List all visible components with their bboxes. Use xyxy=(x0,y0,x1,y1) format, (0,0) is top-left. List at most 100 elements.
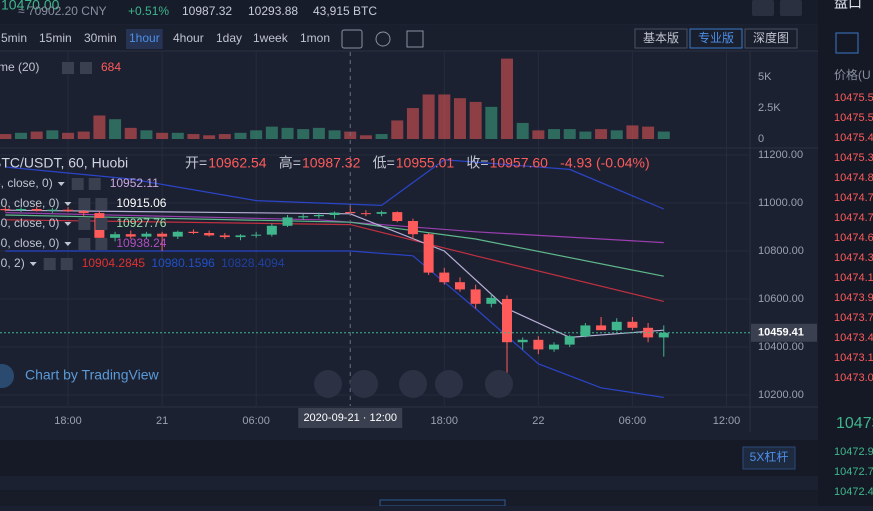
volume-bar xyxy=(579,131,592,139)
last-price-label: 10459.41 xyxy=(758,327,804,339)
dropdown-icon[interactable] xyxy=(57,182,65,186)
interval-button[interactable]: 5min xyxy=(1,31,27,45)
leverage-button[interactable] xyxy=(742,446,796,470)
last-price: 10470.00 xyxy=(1,0,60,13)
candle-body xyxy=(502,299,513,343)
legend-icon[interactable] xyxy=(60,258,73,270)
candle-body xyxy=(172,231,183,237)
ask-price: 10473.0 xyxy=(834,372,873,384)
legend-icon[interactable] xyxy=(78,218,91,230)
volume-bar xyxy=(93,115,106,139)
volume-bar xyxy=(250,130,263,139)
candle-body xyxy=(486,297,497,304)
volume-bar xyxy=(265,126,278,139)
candle-body xyxy=(580,325,591,337)
candle-body xyxy=(31,209,42,211)
candle-body xyxy=(219,235,230,238)
candle-body xyxy=(454,282,465,290)
indicator-legend: 10, close, 0) xyxy=(0,196,59,210)
candle-body xyxy=(125,234,136,237)
legend-icon[interactable] xyxy=(43,258,56,270)
watermark: Chart by TradingView xyxy=(25,367,159,383)
candle-body xyxy=(549,344,560,350)
scroll-right-button[interactable] xyxy=(435,370,463,398)
y-tick-label: 10800.00 xyxy=(758,245,804,257)
ohlc-value: 10957.60 xyxy=(490,155,549,171)
legend-icon[interactable] xyxy=(62,62,74,74)
view-button[interactable] xyxy=(634,28,688,49)
indicator-value: 10980.1596 xyxy=(151,256,215,270)
x-tick-label: 12:00 xyxy=(713,415,741,427)
x-tick-label: 06:00 xyxy=(242,415,270,427)
legend-icon[interactable] xyxy=(78,238,91,250)
legend-icon[interactable] xyxy=(88,178,101,190)
interval-highlight xyxy=(126,29,163,49)
ask-price: 10475.5 xyxy=(834,92,873,104)
y-tick-label: 10400.00 xyxy=(758,341,804,353)
interval-button[interactable]: 4hour xyxy=(173,31,204,45)
scroll-left-button[interactable] xyxy=(399,370,427,398)
zoom-out-button[interactable] xyxy=(314,370,342,398)
indicator-button[interactable] xyxy=(341,29,363,49)
volume-bar xyxy=(328,130,341,139)
legend-icon[interactable] xyxy=(95,218,108,230)
volume-bar xyxy=(391,120,404,139)
legend-icon[interactable] xyxy=(71,178,84,190)
legend-icon[interactable] xyxy=(80,62,92,74)
legend-icon[interactable] xyxy=(78,198,91,210)
interval-button[interactable]: 15min xyxy=(39,31,72,45)
orderbook-header: 价格(U xyxy=(834,67,871,82)
star-button[interactable] xyxy=(752,0,774,16)
view-button[interactable] xyxy=(744,28,798,49)
candle-body xyxy=(360,213,371,215)
volume-bar xyxy=(532,130,545,139)
view-button[interactable] xyxy=(689,28,743,49)
volume-bar xyxy=(30,131,43,139)
volume-bar xyxy=(485,106,498,139)
cny-price: ≈ 70902.20 CNY xyxy=(18,4,107,18)
volume-bar xyxy=(0,134,12,139)
candle-body xyxy=(313,215,324,217)
indicator-legend: 30, close, 0) xyxy=(0,216,59,230)
volume-legend: me (20) xyxy=(0,60,39,74)
reset-button[interactable] xyxy=(485,370,513,398)
legend-icon[interactable] xyxy=(95,238,108,250)
dropdown-icon[interactable] xyxy=(64,242,72,246)
dropdown-icon[interactable] xyxy=(64,202,72,206)
screenshot-button[interactable] xyxy=(406,30,424,48)
volume-bar xyxy=(140,130,153,139)
orderbook-last: 10473 xyxy=(836,415,873,432)
interval-button[interactable]: 1hour xyxy=(129,31,160,45)
orderbook-title: 盘口 xyxy=(834,0,862,11)
ask-price: 10474.7 xyxy=(834,212,873,224)
ohlc-label: 收= xyxy=(466,155,488,171)
y-tick-label: 11000.00 xyxy=(758,197,803,209)
dropdown-icon[interactable] xyxy=(29,262,37,266)
indicator-line xyxy=(5,219,664,302)
candle-body xyxy=(157,233,168,237)
crosshair-label: 2020-09-21 · 12:00 xyxy=(303,412,397,424)
settings-button[interactable] xyxy=(375,31,391,47)
legend-icon[interactable] xyxy=(95,198,108,210)
indicator-legend: 5, close, 0) xyxy=(0,176,53,190)
change: +0.51% xyxy=(128,4,169,18)
ask-price: 10475.5 xyxy=(834,112,873,124)
candle-body xyxy=(251,234,262,236)
interval-button[interactable]: 1week xyxy=(253,31,289,45)
ask-price: 10474.1 xyxy=(834,272,873,284)
interval-button[interactable]: 1mon xyxy=(300,31,330,45)
last-price-tag xyxy=(751,323,817,342)
x-tick-label: 18:00 xyxy=(54,415,82,427)
candle-body xyxy=(439,272,450,283)
settings-button[interactable] xyxy=(780,0,802,16)
zoom-in-button[interactable] xyxy=(350,370,378,398)
volume-bar xyxy=(469,101,482,139)
candle-body xyxy=(596,325,607,331)
volume-bar xyxy=(375,134,388,139)
interval-button[interactable]: 1day xyxy=(216,31,242,45)
volume-bar xyxy=(453,98,466,139)
layout-button[interactable] xyxy=(835,32,859,54)
dropdown-icon[interactable] xyxy=(64,222,72,226)
interval-button[interactable]: 30min xyxy=(84,31,117,45)
